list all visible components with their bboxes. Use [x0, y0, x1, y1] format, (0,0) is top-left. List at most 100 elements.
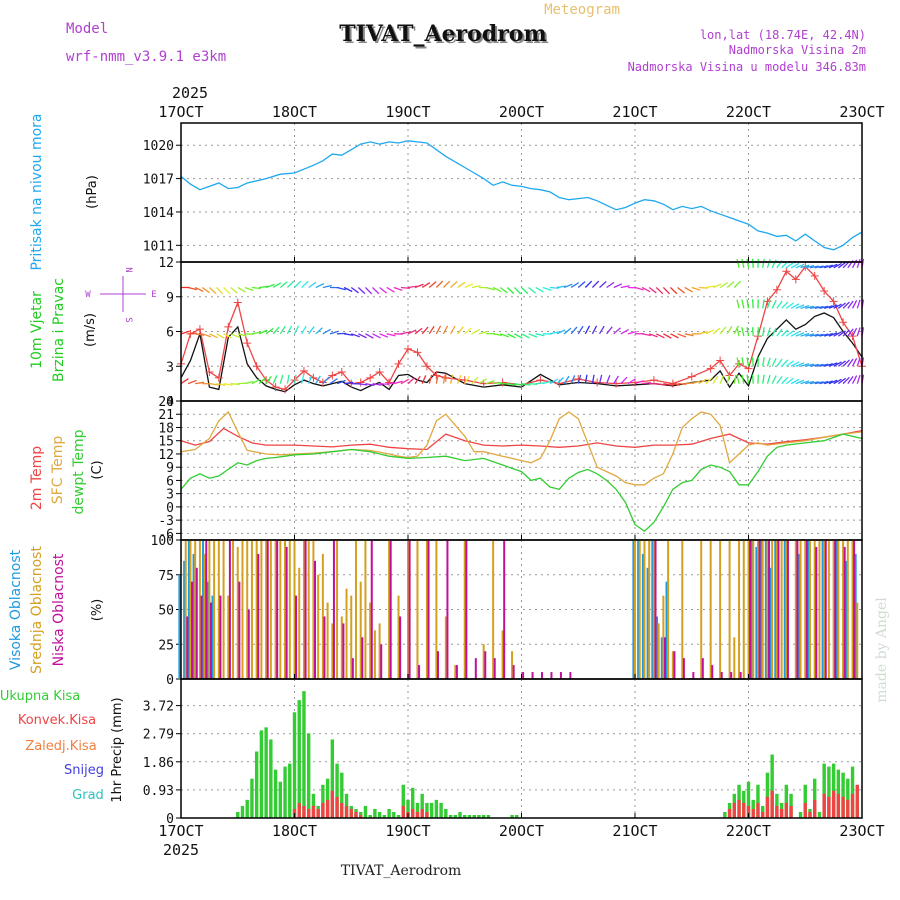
wind-barb [329, 330, 339, 335]
cloud-bar-2 [768, 540, 771, 679]
cloud-bar-2 [332, 540, 335, 679]
wind-barb [421, 375, 427, 384]
wind-barb [393, 286, 403, 292]
cloud-bar-0 [206, 581, 209, 679]
cloud-bar-1 [511, 651, 514, 679]
wind-barb [379, 286, 388, 294]
wind-barb [322, 376, 330, 385]
wind-title-1: 10m Vjetar [29, 291, 45, 369]
cloud-bar-1 [397, 595, 400, 679]
wind-barb [549, 331, 559, 335]
wind-barb [842, 359, 850, 367]
cloud-bar-2 [786, 540, 789, 679]
cloud-bar-1 [648, 540, 651, 679]
wind-barb [528, 333, 538, 338]
wind-barb [828, 263, 838, 269]
cloud-bar-2 [673, 651, 676, 679]
wind-gust-marker [205, 368, 214, 377]
cloud-bar-2 [522, 672, 525, 679]
temperature-ytick-label: 12 [158, 448, 174, 463]
wind-barb [443, 280, 451, 288]
compass-rose: N W E S [85, 267, 156, 322]
cloud-bar-1 [407, 540, 409, 679]
precip-bar-1 [789, 805, 793, 818]
wind-gust-marker [318, 378, 327, 387]
wind-barb [336, 379, 346, 385]
cloud-bar-1 [728, 540, 731, 679]
cloud-bar-2 [228, 540, 231, 679]
cloud-bar-1 [756, 540, 759, 679]
wind-barb [762, 258, 765, 268]
cloud-bar-2 [266, 540, 269, 679]
wind-gust-marker [687, 372, 696, 381]
precip-bar-0 [259, 730, 264, 818]
cloud-bar-0 [178, 574, 181, 679]
cloud-bar-2 [805, 540, 808, 679]
cloud-bar-2 [512, 665, 515, 679]
wind-gust-marker [413, 348, 422, 357]
cloud-bar-2 [777, 540, 780, 679]
wind-barb [828, 362, 838, 367]
precip-panel: 0 0.93 1.86 2.79 3.72 17OCT 18OCT 19OCT 20OCT 21O… [143, 678, 885, 840]
wind-gust-marker [394, 359, 403, 368]
wind-gust-marker [820, 286, 829, 295]
wind-barb [823, 264, 833, 269]
cloud-bar-1 [818, 540, 821, 679]
wind-barb [641, 333, 652, 337]
wind-barb [301, 325, 307, 335]
cloud-bar-0 [764, 540, 767, 679]
cloud-bar-1 [302, 540, 305, 679]
wind-barb [809, 265, 819, 269]
cloud-bar-0 [646, 567, 649, 679]
cloud-bar-2 [720, 672, 723, 679]
cloud-bar-0 [192, 553, 195, 679]
wind-barb [372, 382, 382, 386]
wind-barb [691, 286, 701, 291]
wind-barb [741, 258, 745, 268]
wind-barb [766, 259, 771, 268]
cloud-bar-1 [832, 540, 835, 679]
plot-area: 1011 1014 1017 1020 17OCT 18OCT 19OCT 20OCT 21OC… [143, 103, 885, 840]
wind-barb [795, 379, 805, 385]
precip-bar-0 [236, 811, 240, 818]
cloud-bar-2 [389, 540, 392, 679]
cloud-bar-1 [856, 602, 859, 679]
wind-barb [286, 280, 295, 288]
wind-barb [800, 305, 810, 309]
cloud-bar-2 [219, 595, 222, 679]
wind-barb [216, 287, 224, 295]
precip-bar-0 [278, 781, 283, 818]
precip-legend-snow: Snijeg [64, 763, 104, 778]
precip-bar-0 [396, 814, 401, 818]
precip-bar-1 [765, 796, 770, 818]
wind-ytick-label: 0 [166, 395, 174, 410]
wind-barb [195, 381, 205, 385]
cloud-ytick-label: 100 [151, 534, 174, 549]
wind-barb [851, 357, 858, 367]
cloud-bar-2 [209, 602, 212, 679]
wind-gust-marker [337, 368, 346, 377]
cloud-title-3: Niska Oblacnost [51, 553, 67, 666]
cloud-bar-0 [637, 540, 640, 679]
precip-bar-1 [344, 805, 349, 818]
wind-barb [800, 264, 810, 269]
precip-bar-0 [439, 802, 443, 818]
wind-barb [237, 286, 246, 293]
wind-barb [521, 287, 529, 295]
cloud-bar-1 [709, 540, 712, 679]
precip-xtick-label: 22OCT [726, 822, 771, 840]
precip-bar-0 [827, 766, 831, 818]
wind-barb [577, 325, 584, 335]
wind-barb [435, 374, 439, 384]
wind-barb [478, 378, 487, 385]
cloud-bar-1 [208, 540, 211, 679]
cloud-bar-2 [730, 672, 733, 679]
cloud-bar-1 [198, 540, 201, 679]
cloud-bar-1 [719, 540, 722, 679]
wind-barb [294, 280, 302, 288]
cloud-bar-2 [663, 637, 666, 679]
wind-barb [856, 327, 861, 337]
wind-barb [851, 300, 858, 309]
cloud-bar-2 [238, 581, 241, 679]
wind-barb [315, 283, 325, 289]
